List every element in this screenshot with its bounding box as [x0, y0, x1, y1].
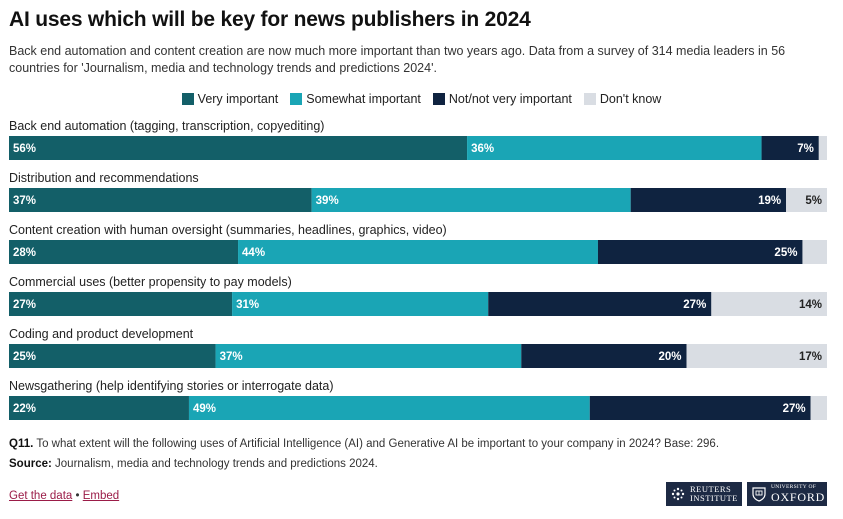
- bar-segment-not-very-important[interactable]: [521, 344, 687, 368]
- bar-segment-dont-know[interactable]: [711, 292, 827, 316]
- data-label: 37%: [220, 351, 243, 363]
- data-label: 22%: [13, 403, 36, 415]
- data-label: 56%: [13, 143, 36, 155]
- source-text: Journalism, media and technology trends …: [55, 458, 378, 470]
- oxford-logo-line2: OXFORD: [771, 490, 826, 504]
- bar-segment-dont-know[interactable]: [818, 136, 827, 160]
- data-label: 36%: [471, 143, 494, 155]
- legend-item-not-very-important[interactable]: Not/not very important: [432, 92, 572, 106]
- data-label: 25%: [13, 351, 36, 363]
- category-label: Coding and product development: [9, 327, 194, 341]
- data-label: 27%: [783, 403, 806, 415]
- data-label: 20%: [659, 351, 682, 363]
- reuters-logo-line1: REUTERS: [690, 484, 732, 494]
- legend-label-not-very-important: Not/not very important: [448, 92, 572, 106]
- bar-segment-very-important[interactable]: [9, 396, 189, 420]
- legend-label-somewhat-important: Somewhat important: [306, 92, 421, 106]
- data-label: 37%: [13, 195, 36, 207]
- data-label: 17%: [799, 351, 822, 363]
- bar-segment-somewhat-important[interactable]: [238, 240, 598, 264]
- data-label: 25%: [774, 247, 797, 259]
- chart-title: AI uses which will be key for news publi…: [9, 8, 531, 31]
- source-label: Source:: [9, 458, 52, 470]
- reuters-logo-line2: INSTITUTE: [690, 493, 738, 503]
- bar-segment-not-very-important[interactable]: [488, 292, 712, 316]
- bar-segment-not-very-important[interactable]: [761, 136, 819, 160]
- link-separator: •: [75, 490, 80, 502]
- chart-subtitle: Back end automation and content creation…: [9, 44, 786, 75]
- data-label: 14%: [799, 299, 822, 311]
- bar-segment-dont-know[interactable]: [686, 344, 827, 368]
- bar-segment-dont-know[interactable]: [786, 188, 827, 212]
- category-label: Distribution and recommendations: [9, 171, 199, 185]
- data-label: 49%: [193, 403, 216, 415]
- reuters-dots-icon: [671, 487, 685, 501]
- university-of-oxford-logo[interactable]: UNIVERSITY OF OXFORD: [747, 482, 827, 506]
- legend-swatch-somewhat-important: [290, 93, 303, 105]
- data-label: 44%: [242, 247, 265, 259]
- bar-segment-not-very-important[interactable]: [630, 188, 787, 212]
- data-label: 27%: [13, 299, 36, 311]
- get-data-link[interactable]: Get the data: [9, 490, 73, 502]
- embed-link[interactable]: Embed: [82, 490, 120, 502]
- bar-segment-not-very-important[interactable]: [589, 396, 811, 420]
- data-label: 28%: [13, 247, 36, 259]
- question-note: Q11. To what extent will the following u…: [9, 438, 834, 450]
- bar-segment-somewhat-important[interactable]: [311, 188, 631, 212]
- legend-item-very-important[interactable]: Very important: [181, 92, 279, 106]
- oxford-logo-line1: UNIVERSITY OF: [771, 484, 817, 490]
- question-label: Q11.: [9, 438, 34, 450]
- bar-segment-very-important[interactable]: [9, 344, 216, 368]
- bar-segment-very-important[interactable]: [9, 292, 233, 316]
- legend-label-dont-know: Don't know: [599, 92, 662, 106]
- category-label: Content creation with human oversight (s…: [9, 223, 447, 237]
- data-label: 7%: [797, 143, 814, 155]
- stacked-bar-chart: Back end automation (tagging, transcript…: [9, 119, 827, 420]
- category-label: Commercial uses (better propensity to pa…: [9, 275, 292, 289]
- legend: Very important Somewhat important Not/no…: [0, 92, 843, 106]
- category-label: Back end automation (tagging, transcript…: [9, 119, 324, 133]
- data-label: 39%: [316, 195, 339, 207]
- bar-segment-dont-know[interactable]: [810, 396, 827, 420]
- bar-segment-very-important[interactable]: [9, 240, 239, 264]
- bar-segment-very-important[interactable]: [9, 188, 312, 212]
- legend-swatch-dont-know: [583, 93, 596, 105]
- legend-item-somewhat-important[interactable]: Somewhat important: [290, 92, 421, 106]
- legend-label-very-important: Very important: [197, 92, 279, 106]
- bar-segment-somewhat-important[interactable]: [188, 396, 590, 420]
- bar-segment-somewhat-important[interactable]: [215, 344, 522, 368]
- bar-segment-very-important[interactable]: [9, 136, 468, 160]
- category-label: Newsgathering (help identifying stories …: [9, 379, 333, 393]
- bar-segment-dont-know[interactable]: [802, 240, 827, 264]
- oxford-crest-icon: [752, 487, 766, 502]
- legend-swatch-very-important: [181, 93, 194, 105]
- legend-item-dont-know[interactable]: Don't know: [583, 92, 662, 106]
- reuters-institute-logo[interactable]: REUTERS INSTITUTE: [666, 482, 742, 506]
- legend-swatch-not-very-important: [432, 93, 445, 105]
- data-label: 31%: [236, 299, 259, 311]
- data-label: 27%: [683, 299, 706, 311]
- bar-segment-somewhat-important[interactable]: [467, 136, 762, 160]
- data-label: 19%: [758, 195, 781, 207]
- data-label: 5%: [805, 195, 822, 207]
- source-note: Source: Journalism, media and technology…: [9, 458, 834, 470]
- bar-segment-somewhat-important[interactable]: [232, 292, 489, 316]
- bar-segment-not-very-important[interactable]: [597, 240, 803, 264]
- question-text: To what extent will the following uses o…: [36, 438, 720, 450]
- footer-links: Get the data • Embed: [9, 490, 119, 502]
